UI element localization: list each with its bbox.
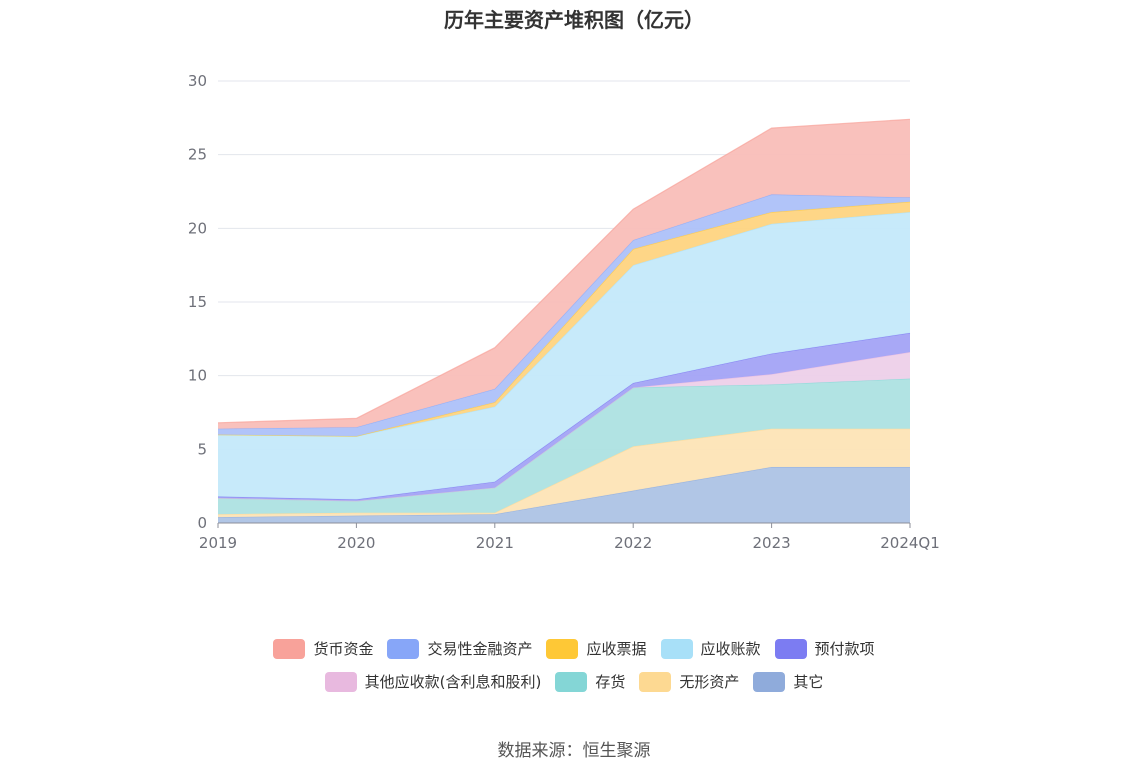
area-series-4: [218, 332, 910, 501]
area-series-1: [218, 428, 910, 518]
y-tick-label: 0: [197, 514, 207, 532]
legend-row: 货币资金 交易性金融资产 应收票据 应收账款 预付款项: [0, 638, 1148, 659]
legend-label: 其它: [793, 673, 824, 691]
legend-swatch: [555, 671, 588, 692]
stacked-area-chart: 0 5 10 15 20 25 30 2019 2020 2021 2022 2023 2024Q1: [188, 72, 940, 552]
legend-item[interactable]: 其它: [753, 671, 823, 692]
legend-item[interactable]: 交易性金融资产: [387, 638, 532, 659]
x-tick-label: 2021: [476, 534, 514, 552]
y-tick-label: 10: [188, 367, 207, 385]
data-source: 数据来源：恒生聚源: [497, 741, 651, 761]
y-tick-label: 30: [188, 72, 207, 90]
area-series-5: [218, 212, 910, 500]
area-series-2: [218, 378, 910, 515]
area-series-3: [218, 352, 910, 501]
legend-swatch: [387, 638, 420, 659]
legend-label: 存货: [595, 673, 626, 691]
area-series-0: [218, 467, 910, 523]
legend-label: 应收票据: [586, 640, 647, 658]
y-tick-label: 25: [188, 146, 207, 164]
legend-label: 无形资产: [679, 673, 740, 691]
y-tick-label: 15: [188, 293, 207, 311]
x-tick-label: 2019: [199, 534, 237, 552]
chart-title: 历年主要资产堆积图（亿元）: [444, 8, 704, 32]
legend-swatch: [753, 671, 786, 692]
legend-label: 货币资金: [313, 640, 374, 658]
y-tick-label: 5: [197, 440, 207, 458]
legend-label: 应收账款: [700, 640, 761, 658]
legend-swatch: [774, 638, 807, 659]
area-series-8: [218, 119, 910, 429]
x-tick-label: 2023: [753, 534, 791, 552]
legend-item[interactable]: 应收账款: [660, 638, 761, 659]
legend: 货币资金 交易性金融资产 应收票据 应收账款 预付款项其他应收款(含利息和股利) 存货 无形…: [0, 638, 1148, 704]
legend-item[interactable]: 其他应收款(含利息和股利): [324, 671, 542, 692]
y-tick-label: 20: [188, 219, 207, 237]
legend-item[interactable]: 存货: [555, 671, 625, 692]
legend-item[interactable]: 应收票据: [546, 638, 647, 659]
legend-swatch: [324, 671, 357, 692]
axis-layer: 2019 2020 2021 2022 2023 2024Q1: [199, 522, 940, 552]
area-layer: [217, 118, 911, 523]
area-series-edge-8: [217, 118, 911, 424]
x-tick-label: 2020: [337, 534, 375, 552]
legend-label: 交易性金融资产: [427, 640, 533, 658]
legend-label: 预付款项: [814, 640, 875, 658]
legend-swatch: [546, 638, 579, 659]
legend-row: 其他应收款(含利息和股利) 存货 无形资产 其它: [0, 671, 1148, 692]
legend-swatch: [660, 638, 693, 659]
legend-item[interactable]: 预付款项: [774, 638, 875, 659]
legend-swatch: [639, 671, 672, 692]
legend-label: 其他应收款(含利息和股利): [364, 673, 542, 691]
x-tick-label: 2024Q1: [880, 534, 940, 552]
legend-item[interactable]: 货币资金: [273, 638, 373, 659]
legend-swatch: [273, 638, 306, 659]
x-tick-label: 2022: [614, 534, 652, 552]
legend-item[interactable]: 无形资产: [639, 671, 739, 692]
